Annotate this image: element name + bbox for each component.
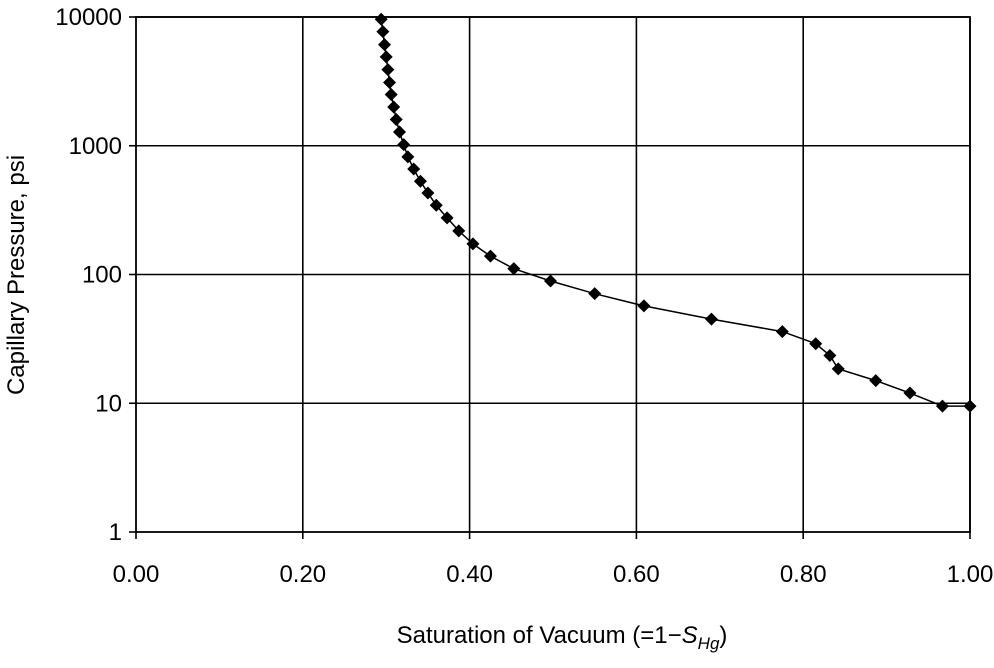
data-point xyxy=(397,138,411,152)
series-layer xyxy=(374,12,977,413)
data-point xyxy=(381,63,395,77)
data-point xyxy=(831,362,845,376)
data-point xyxy=(401,150,415,164)
data-point xyxy=(466,237,480,251)
data-point xyxy=(704,312,718,326)
y-tick-label: 100 xyxy=(82,262,122,289)
x-axis-title-subscript: Hg xyxy=(698,634,720,653)
data-point xyxy=(378,38,392,52)
data-point xyxy=(389,112,403,126)
data-point xyxy=(440,211,454,225)
grid-layer xyxy=(136,16,971,532)
label-layer: 0.00 0.20 0.40 0.60 0.80 1.00 1 10 100 1000 10000 xyxy=(55,4,993,588)
axis-layer xyxy=(129,16,971,539)
plot-frame xyxy=(135,16,971,533)
data-point xyxy=(935,399,949,413)
data-point xyxy=(963,399,977,413)
x-tick-label: 0.80 xyxy=(780,561,827,588)
x-tick-label: 0.20 xyxy=(279,561,326,588)
x-axis-title-suffix: ) xyxy=(719,622,727,649)
x-tick-label: 0.40 xyxy=(446,561,493,588)
data-point xyxy=(543,274,557,288)
data-point xyxy=(413,174,427,188)
y-tick-label: 1000 xyxy=(69,133,122,160)
data-point xyxy=(393,125,407,139)
data-point xyxy=(376,25,390,39)
data-point xyxy=(588,287,602,301)
x-tick-label: 0.00 xyxy=(113,561,160,588)
y-tick-label: 1 xyxy=(109,519,122,546)
data-point xyxy=(823,348,837,362)
data-point xyxy=(637,299,651,313)
data-point xyxy=(383,75,397,89)
data-point xyxy=(379,50,393,64)
x-tick-label: 0.60 xyxy=(613,561,660,588)
x-axis-title-prefix: Saturation of Vacuum (=1− xyxy=(397,622,682,649)
data-point xyxy=(869,374,883,388)
data-point xyxy=(507,262,521,276)
data-point xyxy=(429,198,443,212)
data-point xyxy=(387,100,401,114)
data-point xyxy=(421,186,435,200)
data-point xyxy=(809,337,823,351)
data-point xyxy=(452,224,466,238)
data-point xyxy=(483,249,497,263)
data-point xyxy=(374,12,388,26)
x-axis-title-symbol: S xyxy=(682,622,698,649)
data-point xyxy=(775,325,789,339)
data-point xyxy=(384,88,398,102)
x-axis-title: Saturation of Vacuum (=1−SHg) xyxy=(397,622,728,653)
y-axis-title: Capillary Pressure, psi xyxy=(3,155,30,395)
y-tick-label: 10000 xyxy=(55,4,122,31)
data-point xyxy=(903,386,917,400)
x-tick-label: 1.00 xyxy=(947,561,994,588)
data-point xyxy=(407,162,421,176)
y-tick-label: 10 xyxy=(95,390,122,417)
